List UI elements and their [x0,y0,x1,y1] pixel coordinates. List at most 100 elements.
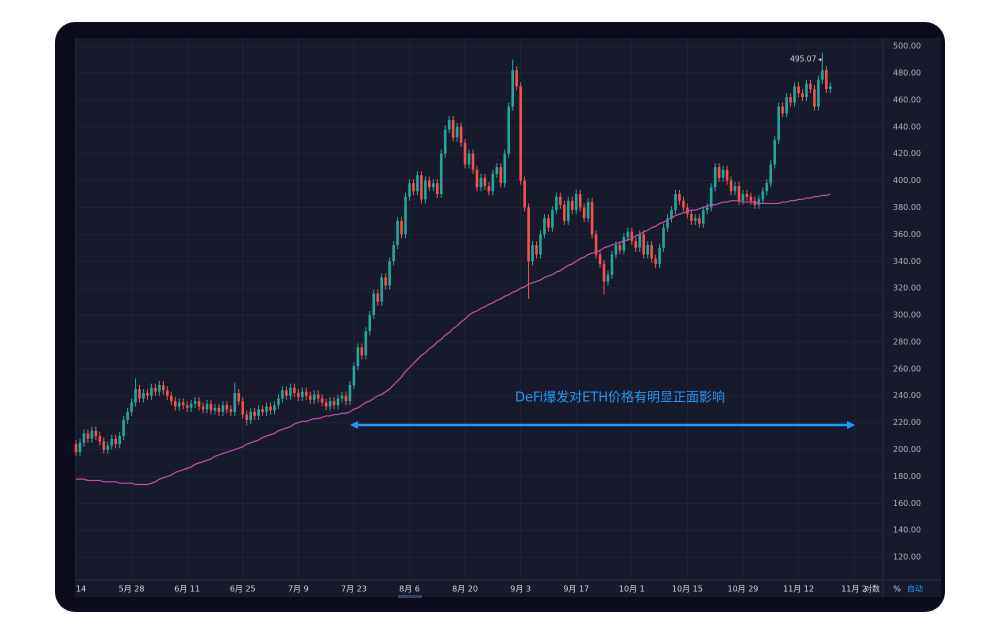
y-tick-label: 280.00 [893,337,921,346]
candle-body [801,93,804,98]
candle-body [825,70,828,90]
candle-body [189,403,193,408]
candle-body [769,164,773,184]
candle-body [507,106,511,154]
candle-body [209,403,213,411]
candle-body [547,218,550,228]
candle-body [662,227,665,248]
candle-body [169,395,173,402]
y-tick-label: 380.00 [893,203,921,212]
candle-body [324,402,328,407]
candle-body [646,245,649,255]
candle-body [682,200,685,208]
candle-body [455,126,459,138]
percent-button[interactable]: % [893,585,901,594]
candle-body [106,445,110,450]
candle-body [285,390,288,396]
candle-body [114,438,117,445]
candle-body [737,185,741,201]
y-tick-label: 260.00 [893,364,921,373]
x-tick-label: 11月 12 [783,585,814,594]
candle-body [515,70,518,87]
candle-body [126,411,129,420]
candle-body [233,393,237,412]
y-tick-label: 220.00 [893,418,921,427]
candle-body [447,120,451,130]
annotation: DeFi爆发对ETH价格有明显正面影响 [515,390,725,406]
candle-body [221,405,225,412]
candle-body [213,407,217,411]
candle-body [78,442,82,453]
x-tick-label: 6月 25 [230,585,256,594]
candle-body [249,411,252,420]
candle-body [539,234,542,255]
candle-body [809,83,812,90]
candle-body [74,444,78,453]
max-price-pointer [818,57,822,62]
candle-body [686,207,689,215]
candle-body [487,185,491,192]
candle-body [328,401,332,407]
candle-body [201,406,205,410]
candle-body [598,254,602,264]
candle-body [400,220,403,235]
candle-body [352,366,356,385]
candle-body [527,207,530,262]
candle-body [551,210,554,228]
y-tick-label: 160.00 [893,499,921,508]
candle-body [511,70,514,107]
candle-body [166,390,169,396]
log-button[interactable]: 对数 [864,584,880,594]
x-tick-label: 10月 29 [728,585,759,594]
candle-body [432,183,435,188]
candle-body [376,293,380,302]
candle-body [745,194,749,197]
candle-body [336,398,340,406]
candle-body [277,398,280,406]
candle-body [563,204,566,221]
candle-body [229,409,233,412]
candle-body [626,231,630,238]
candle-body [364,331,368,356]
candle-body [491,173,495,192]
candle-body [713,167,717,188]
candle-body [332,401,336,406]
x-tick-label: 11月 2 [841,585,867,594]
candle-body [273,405,276,411]
scroll-handle [398,595,422,598]
candle-body [753,200,757,205]
candle-body [173,401,177,407]
candle-body [483,177,487,186]
candle-body [98,436,102,442]
candle-body [435,183,439,195]
candle-body [257,409,260,416]
candle-body [384,277,387,286]
auto-button[interactable]: 自动 [907,584,923,594]
candle-body [654,258,657,264]
candle-body [304,391,308,396]
moving-average [76,193,831,486]
candle-body [475,169,479,188]
candle-body [634,241,638,248]
candle-body [138,389,141,399]
candle-body [574,194,578,211]
x-tick-label: 5月 28 [119,585,145,594]
candle-body [150,387,153,396]
y-tick-label: 420.00 [893,149,921,158]
candle-body [618,245,622,251]
y-tick-label: 180.00 [893,472,921,481]
y-tick-label: 300.00 [893,311,921,320]
candle-body [670,210,673,219]
y-tick-label: 140.00 [893,526,921,535]
candle-body [785,97,788,114]
candle-body [412,183,415,192]
y-tick-label: 480.00 [893,68,921,77]
candle-body [297,393,300,398]
candle-body [555,196,558,211]
candle-body [320,398,324,403]
max-price-label: 495.07 [790,55,816,64]
candle-body [154,387,157,392]
y-tick-label: 340.00 [893,257,921,266]
candle-body [614,245,618,255]
